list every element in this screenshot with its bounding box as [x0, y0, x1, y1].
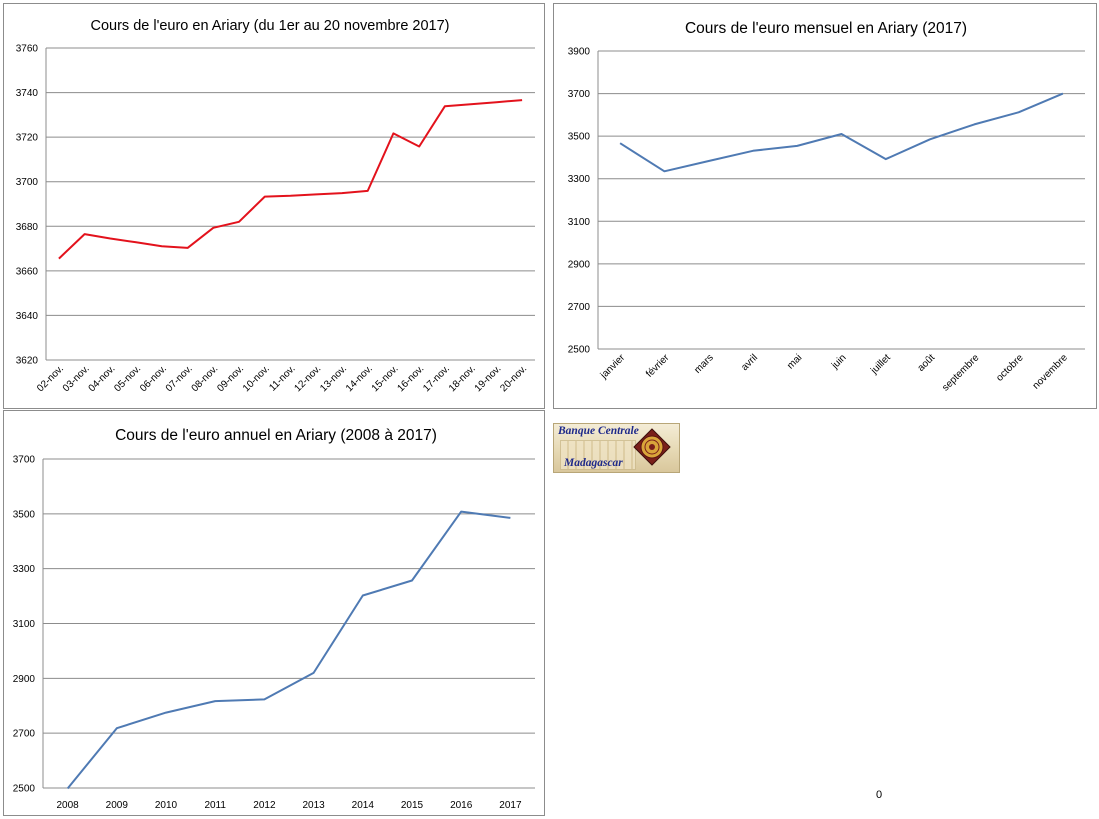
- x-tick-label: 2008: [56, 800, 79, 811]
- y-tick-label: 3100: [13, 619, 36, 630]
- x-tick-label: 10-nov.: [241, 363, 272, 394]
- x-tick-label: 03-nov.: [61, 363, 92, 394]
- y-tick-label: 3300: [13, 564, 36, 575]
- y-tick-label: 3500: [568, 132, 591, 143]
- x-tick-label: janvier: [598, 352, 628, 382]
- x-tick-label: 16-nov.: [395, 363, 426, 394]
- y-tick-label: 2900: [568, 259, 591, 270]
- x-tick-label: 08-nov.: [190, 363, 221, 394]
- x-tick-label: mars: [692, 352, 716, 376]
- logo-text-line1: Banque Centrale: [558, 425, 639, 437]
- x-tick-label: 2017: [499, 800, 522, 811]
- y-tick-label: 3700: [568, 89, 591, 100]
- y-tick-label: 3680: [16, 222, 39, 233]
- y-tick-label: 2500: [568, 345, 591, 356]
- y-tick-label: 3640: [16, 311, 39, 322]
- chart-daily-november: Cours de l'euro en Ariary (du 1er au 20 …: [3, 3, 545, 409]
- x-tick-label: 19-nov.: [473, 363, 504, 394]
- seal-icon: [633, 428, 671, 466]
- y-tick-label: 3100: [568, 217, 591, 228]
- chart-annual-svg: Cours de l'euro annuel en Ariary (2008 à…: [13, 427, 535, 811]
- x-tick-label: septembre: [940, 352, 981, 393]
- x-tick-label: 20-nov.: [498, 363, 529, 394]
- x-tick-label: 05-nov.: [112, 363, 143, 394]
- x-tick-label: 14-nov.: [344, 363, 375, 394]
- x-tick-label: octobre: [994, 352, 1026, 384]
- y-tick-label: 2700: [13, 729, 36, 740]
- x-tick-label: 2009: [106, 800, 129, 811]
- y-tick-label: 2900: [13, 674, 36, 685]
- y-tick-label: 3500: [13, 509, 36, 520]
- logo-text-line2: Madagascar: [564, 457, 623, 469]
- x-tick-label: 11-nov.: [267, 363, 297, 393]
- x-tick-label: 2015: [401, 800, 424, 811]
- chart-title: Cours de l'euro annuel en Ariary (2008 à…: [115, 427, 437, 444]
- x-tick-label: 02-nov.: [35, 363, 66, 394]
- x-tick-label: 2011: [204, 800, 226, 811]
- x-tick-label: 15-nov.: [370, 363, 401, 394]
- chart-annual-2008-2017: Cours de l'euro annuel en Ariary (2008 à…: [3, 410, 545, 816]
- x-tick-label: 2014: [352, 800, 375, 811]
- monthly-series-line: [619, 92, 1064, 173]
- x-tick-label: 18-nov.: [447, 363, 478, 394]
- chart-title: Cours de l'euro en Ariary (du 1er au 20 …: [90, 18, 449, 34]
- chart-daily-svg: Cours de l'euro en Ariary (du 1er au 20 …: [16, 18, 535, 394]
- y-tick-label: 3660: [16, 266, 39, 277]
- x-tick-label: juillet: [868, 352, 893, 377]
- x-tick-label: avril: [739, 352, 760, 373]
- chart-title: Cours de l'euro mensuel en Ariary (2017): [685, 20, 967, 37]
- x-tick-label: 2012: [253, 800, 276, 811]
- chart-monthly-svg: Cours de l'euro mensuel en Ariary (2017)…: [568, 20, 1085, 394]
- x-tick-label: 09-nov.: [215, 363, 246, 394]
- daily-series-line: [58, 99, 523, 260]
- footer-value: 0: [876, 789, 883, 801]
- y-tick-label: 3760: [16, 44, 39, 55]
- annual-series-line: [66, 510, 511, 790]
- x-tick-label: 04-nov.: [87, 363, 118, 394]
- building-illustration: [560, 440, 636, 470]
- y-tick-label: 3740: [16, 88, 39, 99]
- x-tick-label: 2013: [302, 800, 325, 811]
- x-tick-label: 12-nov.: [293, 363, 324, 394]
- y-tick-label: 3300: [568, 174, 591, 185]
- x-tick-label: 07-nov.: [164, 363, 195, 394]
- x-tick-label: 2010: [155, 800, 178, 811]
- y-tick-label: 2700: [568, 302, 591, 313]
- y-tick-label: 3700: [13, 455, 36, 466]
- y-tick-label: 3620: [16, 356, 39, 367]
- y-tick-label: 3720: [16, 133, 39, 144]
- x-tick-label: 06-nov.: [138, 363, 169, 394]
- banque-centrale-logo: Banque Centrale Madagascar: [553, 423, 680, 473]
- chart-monthly-2017: Cours de l'euro mensuel en Ariary (2017)…: [553, 3, 1097, 409]
- x-tick-label: novembre: [1031, 352, 1071, 392]
- x-tick-label: juin: [829, 352, 849, 372]
- x-tick-label: mai: [785, 352, 804, 371]
- x-tick-label: 2016: [450, 800, 473, 811]
- y-tick-label: 2500: [13, 784, 36, 795]
- y-tick-label: 3700: [16, 177, 39, 188]
- x-tick-label: 13-nov.: [318, 363, 349, 394]
- x-tick-label: 17-nov.: [421, 363, 452, 394]
- y-tick-label: 3900: [568, 47, 591, 58]
- x-tick-label: août: [916, 352, 938, 374]
- x-tick-label: février: [644, 352, 672, 380]
